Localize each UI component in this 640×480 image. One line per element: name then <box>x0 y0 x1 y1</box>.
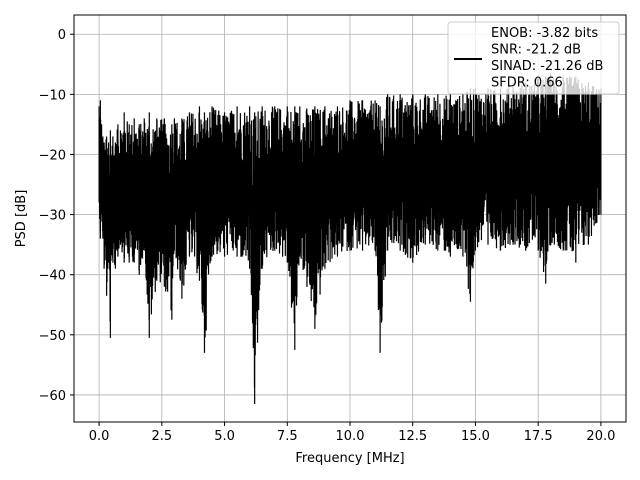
x-tick-label: 17.5 <box>524 429 553 444</box>
y-tick-label: −40 <box>39 269 66 284</box>
x-tick-label: 5.0 <box>214 429 235 444</box>
x-tick-label: 15.0 <box>461 429 490 444</box>
x-tick-label: 0.0 <box>89 429 110 444</box>
x-tick-label: 20.0 <box>586 429 615 444</box>
legend-sfdr: SFDR: 0.66 <box>491 76 563 91</box>
x-tick-label: 10.0 <box>336 429 365 444</box>
legend-box <box>447 21 620 95</box>
x-tick-label: 2.5 <box>151 429 172 444</box>
y-tick-label: −10 <box>39 88 66 103</box>
y-tick-label: −30 <box>39 209 66 224</box>
x-tick-label: 7.5 <box>277 429 298 444</box>
legend-sinad: SINAD: -21.26 dB <box>491 59 603 74</box>
x-tick-label: 12.5 <box>398 429 427 444</box>
axis-ticks: 0.0 2.5 5.0 7.5 10.0 12.5 15.0 17.5 20.0 0 −10 −20 −… <box>39 28 616 444</box>
legend: ENOB: -3.82 bits SNR: -21.2 dB SINAD: -2… <box>447 21 620 95</box>
y-tick-label: −60 <box>39 389 66 404</box>
psd-series <box>98 73 602 404</box>
legend-enob: ENOB: -3.82 bits <box>491 26 598 41</box>
y-tick-label: −50 <box>39 329 66 344</box>
y-tick-label: −20 <box>39 148 66 163</box>
y-tick-label: 0 <box>58 28 66 43</box>
x-axis-label: Frequency [MHz] <box>295 451 404 466</box>
y-axis-label: PSD [dB] <box>14 190 29 248</box>
legend-snr: SNR: -21.2 dB <box>491 43 581 58</box>
